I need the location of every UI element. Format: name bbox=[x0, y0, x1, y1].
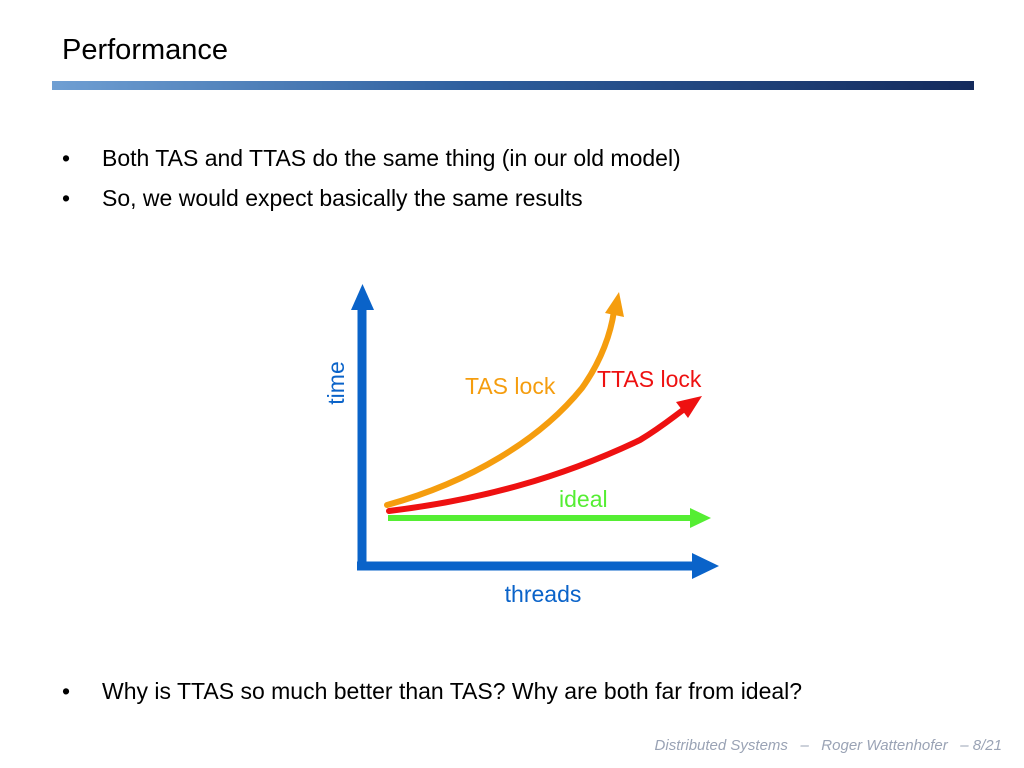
y-axis-arrowhead bbox=[351, 284, 374, 310]
ttas-arrowhead bbox=[676, 396, 702, 418]
bullet-item: • Why is TTAS so much better than TAS? Wh… bbox=[62, 677, 802, 705]
bullet-text: Why is TTAS so much better than TAS? Why… bbox=[102, 678, 803, 704]
bullet-dot: • bbox=[62, 185, 71, 211]
tas-curve-label: TAS lock bbox=[465, 373, 556, 399]
tas-curve bbox=[384, 308, 617, 508]
bullet-text: Both TAS and TTAS do the same thing (in … bbox=[102, 145, 681, 171]
x-axis-label: threads bbox=[505, 581, 582, 607]
footer-page-number: 8/21 bbox=[972, 737, 1002, 754]
tas-arrowhead bbox=[605, 292, 624, 317]
title-rule bbox=[52, 81, 974, 90]
bullet-dot: • bbox=[62, 145, 71, 171]
ideal-arrowhead bbox=[690, 508, 711, 528]
footer-separator: – bbox=[800, 737, 809, 754]
slide-title: Performance bbox=[62, 34, 229, 66]
slide-footer: Distributed Systems – Roger Wattenhofer … bbox=[655, 737, 1002, 754]
bullet-item: • Both TAS and TTAS do the same thing (in… bbox=[62, 144, 681, 172]
ideal-curve-label: ideal bbox=[559, 486, 608, 512]
footer-author: Roger Wattenhofer bbox=[821, 737, 948, 754]
bullet-item: • So, we would expect basically the same … bbox=[62, 184, 583, 212]
ttas-curve-label: TTAS lock bbox=[597, 366, 702, 392]
y-axis-label: time bbox=[323, 361, 349, 404]
footer-page-separator: – bbox=[960, 737, 969, 754]
footer-course: Distributed Systems bbox=[654, 737, 788, 754]
ttas-curve bbox=[386, 407, 686, 514]
x-axis-arrowhead bbox=[692, 553, 719, 579]
bullet-text: So, we would expect basically the same r… bbox=[102, 185, 583, 211]
bullet-dot: • bbox=[62, 678, 71, 704]
